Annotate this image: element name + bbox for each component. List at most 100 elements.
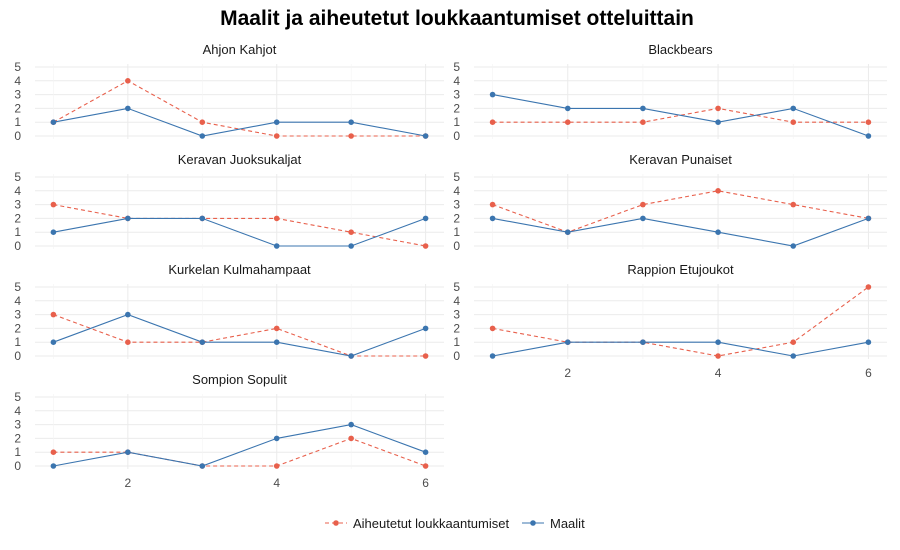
y-tick-label: 2 — [14, 101, 21, 115]
panels: Ahjon Kahjot012345Blackbears012345Kerava… — [14, 42, 887, 490]
y-tick-label: 3 — [14, 198, 21, 212]
panel-title: Keravan Punaiset — [629, 152, 732, 167]
series-line-injuries — [53, 437, 426, 467]
point-goals — [125, 105, 131, 112]
point-goals — [348, 421, 354, 428]
y-tick-label: 1 — [14, 335, 21, 349]
y-tick-label: 3 — [453, 88, 460, 102]
point-goals — [50, 229, 57, 235]
y-tick-label: 4 — [14, 294, 21, 308]
point-injuries — [865, 119, 872, 125]
point-injuries — [715, 105, 721, 112]
point-goals — [125, 215, 131, 222]
series-line-injuries — [53, 314, 426, 357]
point-goals — [50, 463, 57, 469]
legend-item-injuries: Aiheutetut loukkaantumiset — [325, 516, 509, 531]
point-goals — [564, 229, 571, 235]
y-tick-label: 0 — [14, 129, 21, 143]
series-line-goals — [492, 94, 869, 137]
series-line-injuries — [53, 204, 426, 247]
point-injuries — [489, 119, 496, 125]
point-injuries — [348, 229, 354, 235]
point-goals — [125, 449, 131, 456]
y-tick-label: 1 — [14, 445, 21, 459]
y-tick-label: 2 — [453, 211, 460, 225]
point-injuries — [125, 339, 131, 346]
y-tick-label: 0 — [453, 349, 460, 363]
y-tick-label: 0 — [453, 129, 460, 143]
point-goals — [640, 339, 646, 346]
point-injuries — [348, 133, 354, 139]
y-tick-label: 0 — [453, 239, 460, 253]
series-line-injuries — [53, 80, 426, 137]
point-injuries — [199, 119, 206, 125]
y-tick-label: 0 — [14, 239, 21, 253]
y-tick-label: 2 — [14, 431, 21, 445]
legend-item-goals: Maalit — [522, 516, 585, 531]
point-goals — [273, 243, 280, 249]
y-tick-label: 3 — [14, 418, 21, 432]
y-tick-label: 5 — [14, 390, 21, 404]
point-injuries — [422, 353, 429, 359]
point-goals — [125, 311, 131, 318]
point-goals — [273, 339, 280, 346]
legend-marker — [333, 520, 339, 526]
point-injuries — [489, 201, 496, 208]
point-injuries — [50, 449, 57, 456]
point-injuries — [273, 463, 280, 469]
point-injuries — [790, 339, 797, 346]
panel-title: Ahjon Kahjot — [203, 42, 277, 57]
panel-title: Sompion Sopulit — [192, 372, 287, 387]
point-goals — [348, 353, 354, 359]
point-injuries — [273, 325, 280, 332]
point-goals — [640, 215, 646, 222]
y-tick-label: 3 — [453, 308, 460, 322]
point-goals — [199, 463, 206, 469]
y-tick-label: 1 — [14, 225, 21, 239]
point-goals — [865, 133, 872, 139]
point-injuries — [640, 201, 646, 208]
point-goals — [422, 325, 429, 332]
point-injuries — [790, 119, 797, 125]
y-tick-label: 5 — [453, 60, 460, 74]
legend-marker — [530, 520, 536, 526]
y-tick-label: 5 — [453, 170, 460, 184]
legend-label: Aiheutetut loukkaantumiset — [353, 516, 509, 531]
point-goals — [790, 243, 797, 249]
y-tick-label: 2 — [453, 101, 460, 115]
y-tick-label: 0 — [14, 349, 21, 363]
point-goals — [50, 339, 57, 346]
x-tick-label: 4 — [273, 476, 280, 490]
point-injuries — [790, 201, 797, 208]
series-line-injuries — [492, 190, 869, 233]
y-tick-label: 1 — [453, 115, 460, 129]
y-tick-label: 1 — [453, 335, 460, 349]
point-goals — [865, 215, 872, 222]
y-tick-label: 1 — [453, 225, 460, 239]
point-injuries — [273, 215, 280, 222]
point-injuries — [50, 201, 57, 208]
x-tick-label: 4 — [715, 366, 722, 380]
x-tick-label: 6 — [422, 476, 429, 490]
point-goals — [273, 435, 280, 442]
x-tick-label: 2 — [564, 366, 571, 380]
point-goals — [50, 119, 57, 125]
point-injuries — [422, 243, 429, 249]
point-goals — [348, 119, 354, 125]
point-injuries — [125, 78, 131, 84]
point-goals — [422, 215, 429, 222]
series-line-goals — [53, 107, 426, 137]
series-line-goals — [53, 424, 426, 467]
point-goals — [422, 133, 429, 139]
y-tick-label: 5 — [453, 280, 460, 294]
legend: Aiheutetut loukkaantumiset Maalit — [325, 516, 585, 531]
point-goals — [564, 105, 571, 112]
y-tick-label: 2 — [453, 321, 460, 335]
series-line-goals — [53, 217, 426, 247]
point-goals — [422, 449, 429, 456]
y-tick-label: 5 — [14, 170, 21, 184]
legend-label: Maalit — [550, 516, 585, 531]
